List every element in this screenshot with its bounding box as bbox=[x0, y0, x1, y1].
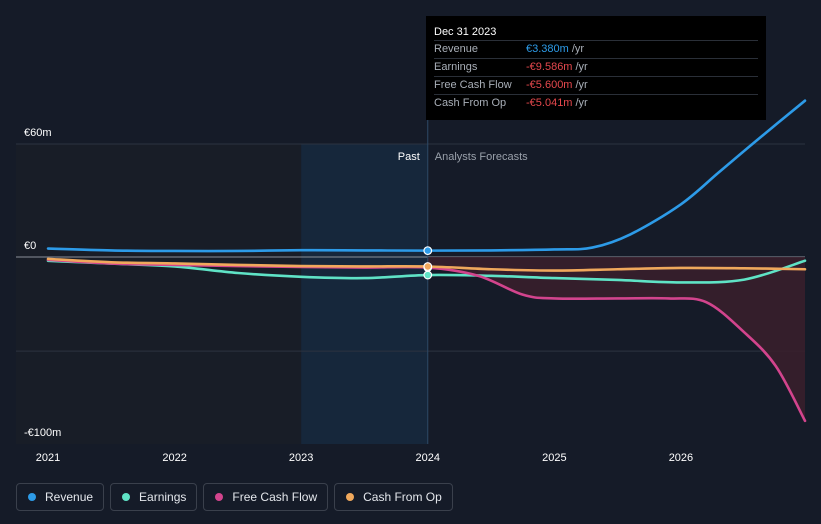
tooltip-row-unit: /yr bbox=[575, 79, 588, 91]
legend-item-free-cash-flow[interactable]: Free Cash Flow bbox=[203, 483, 329, 511]
legend: Revenue Earnings Free Cash Flow Cash From O… bbox=[16, 483, 453, 511]
tooltip-row-label: Revenue bbox=[434, 43, 479, 55]
marker-earnings bbox=[423, 270, 433, 280]
y-tick-labels: €60m €0 -€100m bbox=[24, 127, 61, 439]
x-tick-label: 2024 bbox=[416, 452, 440, 464]
tooltip-row-label: Cash From Op bbox=[434, 97, 507, 109]
forecast-label: Analysts Forecasts bbox=[435, 151, 528, 163]
tooltip-row-unit: /yr bbox=[575, 61, 588, 73]
tooltip-row: Cash From Op -€5.041m/yr bbox=[434, 94, 758, 112]
pre-past-region bbox=[16, 144, 302, 444]
tooltip-row-label: Free Cash Flow bbox=[434, 79, 512, 91]
tooltip-row-value: -€5.041m bbox=[526, 97, 573, 109]
legend-dot-icon bbox=[215, 493, 224, 501]
legend-label: Earnings bbox=[139, 490, 187, 504]
tooltip-row: Earnings -€9.586m/yr bbox=[434, 58, 758, 76]
loss-fill bbox=[427, 257, 805, 421]
legend-item-cash-from-op[interactable]: Cash From Op bbox=[334, 483, 453, 511]
tooltip-row-unit: /yr bbox=[571, 43, 585, 55]
x-tick-label: 2021 bbox=[36, 452, 60, 464]
fcf-loss-area bbox=[427, 257, 805, 421]
y-tick-label: €0 bbox=[24, 240, 36, 252]
x-tick-labels: 2021 2022 2023 2024 2025 2026 bbox=[36, 452, 693, 464]
past-label: Past bbox=[398, 151, 420, 163]
legend-label: Revenue bbox=[45, 490, 94, 504]
x-tick-label: 2026 bbox=[669, 452, 693, 464]
tooltip-row: Revenue €3.380m/yr bbox=[434, 40, 758, 58]
x-tick-label: 2023 bbox=[289, 452, 313, 464]
past-region bbox=[301, 144, 428, 444]
y-tick-label: €60m bbox=[24, 127, 52, 139]
tooltip-row-unit: /yr bbox=[575, 97, 588, 109]
legend-item-earnings[interactable]: Earnings bbox=[110, 483, 198, 511]
legend-label: Cash From Op bbox=[363, 490, 442, 504]
tooltip-row-value: -€5.600m bbox=[526, 79, 573, 91]
series-line-free-cash-flow[interactable] bbox=[46, 258, 807, 423]
legend-item-revenue[interactable]: Revenue bbox=[16, 483, 105, 511]
tooltip-row-value: €3.380m bbox=[526, 43, 569, 55]
legend-label: Free Cash Flow bbox=[232, 490, 318, 504]
hover-markers bbox=[423, 246, 433, 280]
legend-dot-icon bbox=[346, 493, 355, 501]
tooltip-date: Dec 31 2023 bbox=[434, 26, 497, 38]
tooltip-row: Free Cash Flow -€5.600m/yr bbox=[434, 76, 758, 94]
marker-cash-from-op bbox=[423, 262, 433, 271]
legend-dot-icon bbox=[122, 493, 131, 501]
series-line-revenue[interactable] bbox=[46, 99, 807, 253]
tooltip: Dec 31 2023 Revenue €3.380m/yr Earnings -€9… bbox=[426, 16, 766, 120]
marker-revenue bbox=[423, 246, 433, 256]
tooltip-row-value: -€9.586m bbox=[526, 61, 573, 73]
legend-dot-icon bbox=[28, 493, 36, 501]
y-tick-label: -€100m bbox=[24, 427, 61, 439]
tooltip-row-label: Earnings bbox=[434, 61, 478, 73]
x-tick-label: 2022 bbox=[162, 452, 186, 464]
x-tick-label: 2025 bbox=[542, 452, 566, 464]
